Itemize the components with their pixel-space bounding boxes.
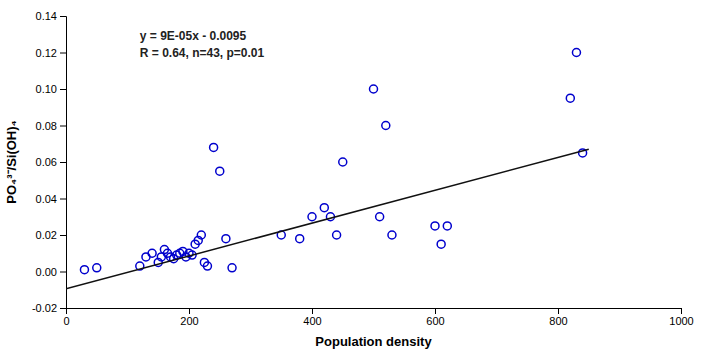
tick-mark: [60, 89, 66, 90]
axis-domain: [60, 17, 67, 309]
point: [197, 231, 205, 239]
point: [308, 213, 316, 221]
tick: 600: [426, 308, 444, 327]
tick-label: 0.10: [36, 83, 57, 95]
tick-label: 0.04: [36, 193, 57, 205]
point: [376, 213, 384, 221]
scatter-points: [80, 49, 586, 274]
point: [382, 122, 390, 130]
tick: 800: [549, 308, 567, 327]
point: [431, 222, 439, 230]
annotations: y = 9E-05x - 0.0095 R = 0.64, n=43, p=0.0…: [140, 29, 265, 60]
point: [333, 231, 341, 239]
tick-label: 800: [549, 315, 567, 327]
tick-mark: [60, 126, 66, 127]
tick-mark: [435, 308, 436, 314]
point: [210, 143, 218, 151]
tick-label: 0.02: [36, 229, 57, 241]
annotation: R = 0.64, n=43, p=0.01: [140, 46, 265, 60]
point: [572, 49, 580, 57]
tick: 0.00: [36, 266, 66, 278]
plot-area: 0 200 400 600 800 1000 -0.02 0.00 0.02 0.04 0.06 0.…: [32, 10, 694, 327]
tick-mark: [60, 235, 66, 236]
point: [93, 264, 101, 272]
axis-domain: [67, 309, 682, 315]
tick-mark: [681, 308, 682, 314]
tick: 0: [63, 308, 69, 327]
tick-label: 600: [426, 315, 444, 327]
point: [437, 240, 445, 248]
tick: 400: [303, 308, 321, 327]
tick-label: 0: [63, 315, 69, 327]
point: [566, 94, 574, 102]
tick: 0.12: [36, 47, 66, 59]
point: [320, 204, 328, 212]
point: [148, 249, 156, 257]
marks: [66, 49, 589, 289]
tick-mark: [60, 199, 66, 200]
point: [296, 235, 304, 243]
tick-label: 0.00: [36, 266, 57, 278]
regression-line: [66, 149, 589, 289]
tick-label: 0.08: [36, 120, 57, 132]
x-axis-title: Population density: [315, 334, 432, 349]
point: [388, 231, 396, 239]
tick-label: 0.12: [36, 47, 57, 59]
point: [370, 85, 378, 93]
tick: 0.14: [36, 10, 66, 22]
x-axis: 0 200 400 600 800 1000: [63, 308, 693, 327]
tick-label: 400: [303, 315, 321, 327]
point: [443, 222, 451, 230]
tick: 0.02: [36, 229, 66, 241]
tick-label: 0.14: [36, 10, 57, 22]
point: [216, 167, 224, 175]
tick-mark: [60, 16, 66, 17]
tick-label: 0.06: [36, 156, 57, 168]
tick: 0.04: [36, 193, 66, 205]
tick-mark: [60, 162, 66, 163]
tick-mark: [558, 308, 559, 314]
point: [203, 262, 211, 270]
point: [80, 266, 88, 274]
point: [228, 264, 236, 272]
tick-mark: [312, 308, 313, 314]
tick: 0.06: [36, 156, 66, 168]
annotation: y = 9E-05x - 0.0095: [140, 29, 247, 43]
tick-mark: [60, 308, 66, 309]
tick: 200: [180, 308, 198, 327]
y-axis-title: PO₄³⁻/Si(OH)₄: [4, 120, 19, 204]
point: [339, 158, 347, 166]
tick-mark: [60, 53, 66, 54]
tick-mark: [189, 308, 190, 314]
tick: 1000: [669, 308, 693, 327]
tick: 0.08: [36, 120, 66, 132]
y-axis: -0.02 0.00 0.02 0.04 0.06 0.08 0.10 0.12 0.14: [32, 10, 67, 314]
point: [222, 235, 230, 243]
tick-mark: [60, 272, 66, 273]
tick-label: 1000: [669, 315, 693, 327]
tick: 0.10: [36, 83, 66, 95]
tick-label: -0.02: [32, 302, 57, 314]
chart: 0 200 400 600 800 1000 -0.02 0.00 0.02 0.04 0.06 0.…: [0, 0, 705, 354]
tick-label: 200: [180, 315, 198, 327]
tick: -0.02: [32, 302, 66, 314]
